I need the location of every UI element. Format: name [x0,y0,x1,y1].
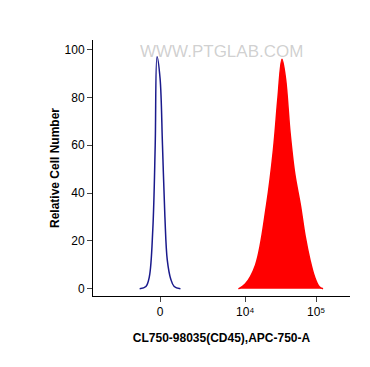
svg-text:CL750-98035(CD45),APC-750-A: CL750-98035(CD45),APC-750-A [133,331,311,345]
svg-text:10⁴: 10⁴ [236,305,255,319]
svg-text:80: 80 [71,91,85,105]
svg-text:60: 60 [71,138,85,152]
svg-text:40: 40 [71,186,85,200]
svg-text:0: 0 [78,282,85,296]
svg-text:Relative Cell Number: Relative Cell Number [48,108,62,228]
svg-text:20: 20 [71,234,85,248]
svg-text:0: 0 [157,305,164,319]
svg-text:100: 100 [65,43,85,57]
svg-text:WWW.PTGLAB.COM: WWW.PTGLAB.COM [140,42,303,61]
svg-text:10⁵: 10⁵ [307,305,325,319]
